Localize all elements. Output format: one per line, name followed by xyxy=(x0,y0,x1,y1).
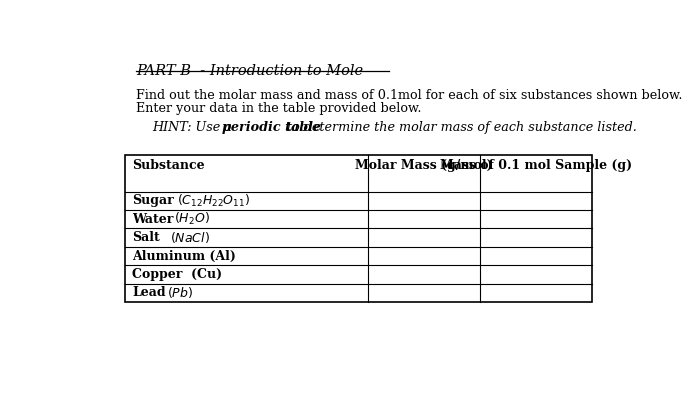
Text: Water: Water xyxy=(132,213,174,226)
Text: $(NaCl)$: $(NaCl)$ xyxy=(170,230,210,245)
Text: $(H_{2}O)$: $(H_{2}O)$ xyxy=(174,211,210,227)
Text: HINT: Use a: HINT: Use a xyxy=(153,120,237,134)
Text: Molar Mass (g/mol): Molar Mass (g/mol) xyxy=(356,159,493,172)
Text: periodic table: periodic table xyxy=(222,120,321,134)
Text: Substance: Substance xyxy=(132,159,204,172)
Text: Enter your data in the table provided below.: Enter your data in the table provided be… xyxy=(136,102,422,115)
Text: to determine the molar mass of each substance listed.: to determine the molar mass of each subs… xyxy=(283,120,636,134)
Text: $(Pb)$: $(Pb)$ xyxy=(167,285,193,300)
Text: Mass of 0.1 mol Sample (g): Mass of 0.1 mol Sample (g) xyxy=(440,159,632,172)
Text: Find out the molar mass and mass of 0.1mol for each of six substances shown belo: Find out the molar mass and mass of 0.1m… xyxy=(136,89,682,102)
Text: Copper  (Cu): Copper (Cu) xyxy=(132,268,222,281)
Text: Aluminum (Al): Aluminum (Al) xyxy=(132,249,236,263)
Text: Lead: Lead xyxy=(132,286,166,299)
Text: PART B  - Introduction to Mole: PART B - Introduction to Mole xyxy=(136,64,363,78)
Text: $(C_{12}H_{22}O_{11})$: $(C_{12}H_{22}O_{11})$ xyxy=(177,193,250,209)
Text: Sugar: Sugar xyxy=(132,194,174,208)
Text: Salt: Salt xyxy=(132,231,160,244)
